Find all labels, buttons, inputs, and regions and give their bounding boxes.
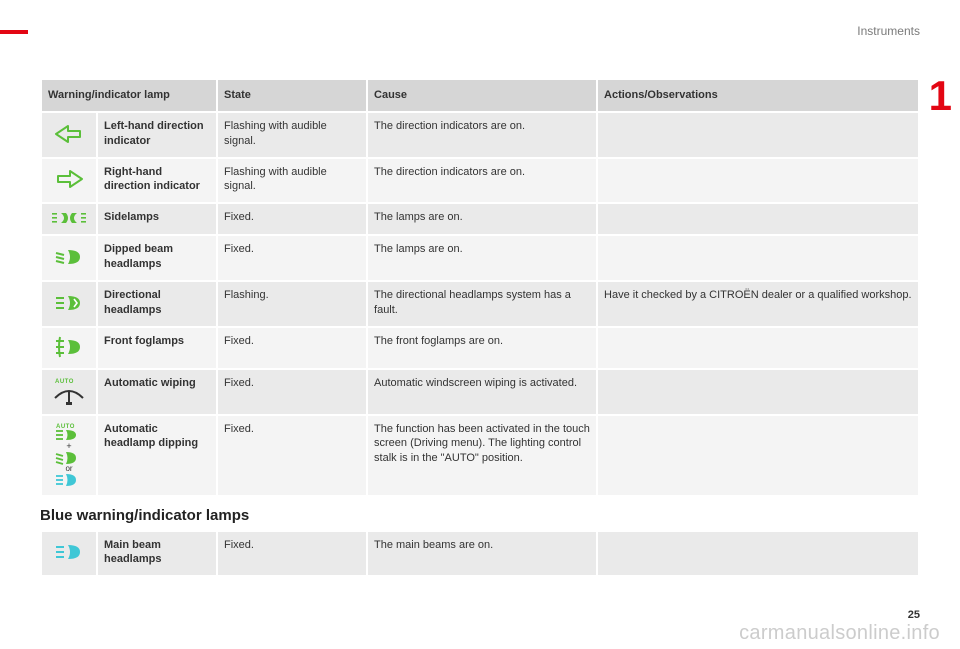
lamp-actions xyxy=(597,369,919,415)
lamp-actions xyxy=(597,531,919,577)
table-header-row: Warning/indicator lamp State Cause Actio… xyxy=(41,79,919,112)
table-row: Main beam headlamps Fixed. The main beam… xyxy=(41,531,919,577)
or-label: or xyxy=(48,465,90,473)
lamp-name: Right-hand direction indicator xyxy=(97,158,217,204)
lamp-cause: The lamps are on. xyxy=(367,235,597,281)
lamp-name: Automatic headlamp dipping xyxy=(97,415,217,496)
table-row: AUTO Automatic wiping Fixed. Automatic w… xyxy=(41,369,919,415)
lamp-name: Front foglamps xyxy=(97,327,217,369)
lamp-state: Fixed. xyxy=(217,415,367,496)
lamp-cause: The front foglamps are on. xyxy=(367,327,597,369)
lamp-name: Directional headlamps xyxy=(97,281,217,327)
lamp-cause: The main beams are on. xyxy=(367,531,597,577)
page-number: 25 xyxy=(908,609,920,621)
lamp-state: Flashing. xyxy=(217,281,367,327)
th-state: State xyxy=(217,79,367,112)
lamp-cause: The directional headlamps system has a f… xyxy=(367,281,597,327)
th-cause: Cause xyxy=(367,79,597,112)
left-arrow-icon xyxy=(41,112,97,158)
lamp-actions xyxy=(597,203,919,235)
plus-label: + xyxy=(48,442,90,451)
chapter-number: 1 xyxy=(929,72,952,120)
lamp-state: Fixed. xyxy=(217,531,367,577)
svg-text:AUTO: AUTO xyxy=(56,424,75,430)
lamp-name: Sidelamps xyxy=(97,203,217,235)
lamp-cause: The direction indicators are on. xyxy=(367,112,597,158)
table-row: Dipped beam headlamps Fixed. The lamps a… xyxy=(41,235,919,281)
th-lamp: Warning/indicator lamp xyxy=(41,79,217,112)
blue-indicator-table: Main beam headlamps Fixed. The main beam… xyxy=(40,530,920,578)
automatic-headlamp-dipping-icon: AUTO + or xyxy=(41,415,97,496)
lamp-state: Flashing with audible signal. xyxy=(217,112,367,158)
automatic-wiping-icon: AUTO xyxy=(41,369,97,415)
directional-headlamps-icon xyxy=(41,281,97,327)
content-area: Warning/indicator lamp State Cause Actio… xyxy=(40,78,920,577)
table-row: Directional headlamps Flashing. The dire… xyxy=(41,281,919,327)
red-accent-bar xyxy=(0,30,28,34)
page: Instruments 1 Warning/indicator lamp Sta… xyxy=(0,0,960,649)
svg-text:AUTO: AUTO xyxy=(55,379,74,385)
lamp-actions xyxy=(597,235,919,281)
table-row: Front foglamps Fixed. The front foglamps… xyxy=(41,327,919,369)
th-actions: Actions/Observations xyxy=(597,79,919,112)
lamp-state: Fixed. xyxy=(217,327,367,369)
table-row: AUTO + or xyxy=(41,415,919,496)
dipped-beam-icon xyxy=(41,235,97,281)
main-beam-icon xyxy=(41,531,97,577)
lamp-cause: The direction indicators are on. xyxy=(367,158,597,204)
lamp-actions xyxy=(597,112,919,158)
front-foglamps-icon xyxy=(41,327,97,369)
lamp-cause: The lamps are on. xyxy=(367,203,597,235)
lamp-state: Fixed. xyxy=(217,203,367,235)
section-label: Instruments xyxy=(857,24,920,38)
table-row: Right-hand direction indicator Flashing … xyxy=(41,158,919,204)
lamp-name: Dipped beam headlamps xyxy=(97,235,217,281)
lamp-actions xyxy=(597,158,919,204)
blue-section-title: Blue warning/indicator lamps xyxy=(40,507,920,524)
indicator-table: Warning/indicator lamp State Cause Actio… xyxy=(40,78,920,497)
table-row: Left-hand direction indicator Flashing w… xyxy=(41,112,919,158)
lamp-state: Flashing with audible signal. xyxy=(217,158,367,204)
right-arrow-icon xyxy=(41,158,97,204)
lamp-name: Left-hand direction indicator xyxy=(97,112,217,158)
lamp-state: Fixed. xyxy=(217,369,367,415)
lamp-name: Main beam headlamps xyxy=(97,531,217,577)
lamp-state: Fixed. xyxy=(217,235,367,281)
sidelamps-icon xyxy=(41,203,97,235)
lamp-actions xyxy=(597,327,919,369)
lamp-name: Automatic wiping xyxy=(97,369,217,415)
watermark: carmanualsonline.info xyxy=(739,622,940,645)
lamp-actions xyxy=(597,415,919,496)
lamp-cause: Automatic windscreen wiping is activated… xyxy=(367,369,597,415)
lamp-actions: Have it checked by a CITROËN dealer or a… xyxy=(597,281,919,327)
table-row: Sidelamps Fixed. The lamps are on. xyxy=(41,203,919,235)
lamp-cause: The function has been activated in the t… xyxy=(367,415,597,496)
